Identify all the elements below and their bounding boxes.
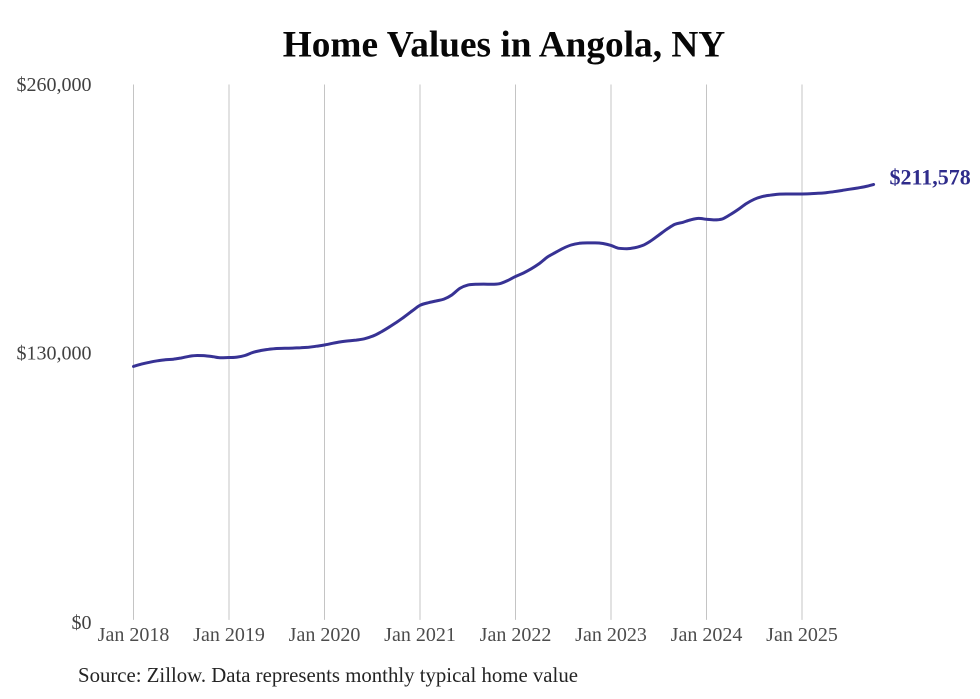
svg-text:Jan 2021: Jan 2021 xyxy=(384,624,456,646)
svg-text:Source: Zillow. Data represent: Source: Zillow. Data represents monthly … xyxy=(78,664,578,687)
svg-text:Jan 2019: Jan 2019 xyxy=(193,624,265,646)
svg-text:$0: $0 xyxy=(72,612,92,634)
svg-text:$211,578: $211,578 xyxy=(890,165,971,190)
svg-text:Jan 2022: Jan 2022 xyxy=(480,624,552,646)
svg-text:Jan 2023: Jan 2023 xyxy=(575,624,647,646)
svg-text:Jan 2020: Jan 2020 xyxy=(289,624,361,646)
svg-text:Jan 2024: Jan 2024 xyxy=(671,624,743,646)
svg-text:$130,000: $130,000 xyxy=(17,343,92,365)
svg-text:Home Values in Angola, NY: Home Values in Angola, NY xyxy=(283,24,726,65)
svg-text:$260,000: $260,000 xyxy=(17,74,92,96)
svg-text:Jan 2018: Jan 2018 xyxy=(98,624,170,646)
svg-text:Jan 2025: Jan 2025 xyxy=(766,624,838,646)
